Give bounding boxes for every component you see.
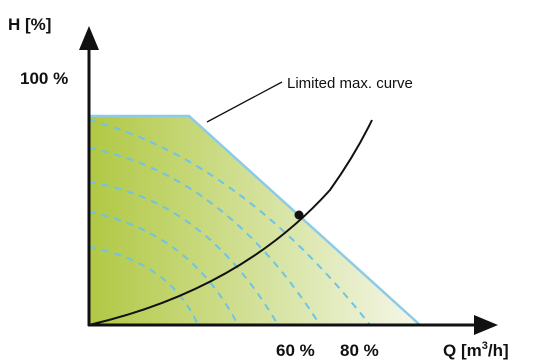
- x-axis-label-suffix: /h]: [488, 341, 509, 360]
- x-axis-tick-60: 60 %: [276, 341, 315, 360]
- y-axis-label: H [%]: [8, 15, 51, 34]
- y-axis-arrow-icon: [79, 26, 99, 50]
- x-axis-label-prefix: Q [m: [443, 341, 482, 360]
- operating-point: [294, 210, 304, 220]
- limited-max-curve: [89, 114, 421, 326]
- x-axis-tick-80: 80 %: [340, 341, 379, 360]
- dashed-curve-1: [89, 119, 371, 325]
- dashed-curve-5: [89, 246, 199, 325]
- dashed-curves: [89, 119, 371, 325]
- operating-area: [89, 116, 420, 325]
- x-axis-arrow-icon: [474, 315, 498, 335]
- x-axis-label: Q [m3/h]: [443, 340, 509, 360]
- annotation-limited-max-curve: Limited max. curve: [287, 75, 413, 92]
- x-axis-label-superscript: 3: [482, 340, 488, 352]
- dashed-curve-4: [89, 211, 239, 325]
- callout-leader-line: [206, 81, 283, 123]
- y-axis-tick-100: 100 %: [20, 69, 68, 88]
- dashed-curve-3: [89, 181, 279, 325]
